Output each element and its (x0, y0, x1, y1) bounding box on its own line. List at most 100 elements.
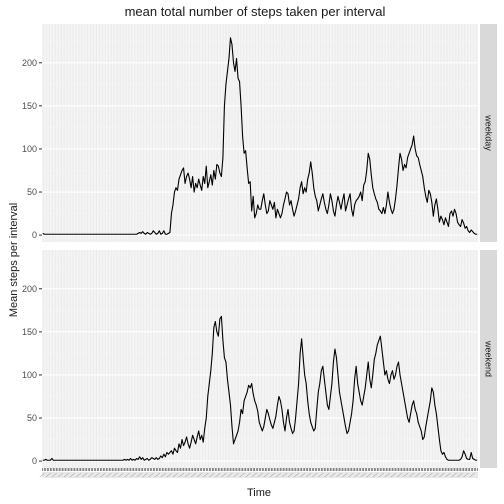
y-tick-label: 0 (32, 456, 37, 466)
panel-weekend: 0 50 100 150 200 weekend (22, 250, 497, 468)
x-tick-label (227, 472, 233, 478)
x-tick-label (469, 472, 475, 478)
x-tick-label (390, 472, 397, 478)
x-tick-label (451, 472, 457, 478)
x-tick-label (215, 472, 221, 478)
x-tick-label (293, 472, 300, 478)
y-tick-label: 150 (22, 101, 37, 111)
x-tick-label (275, 472, 282, 478)
y-gridlines (42, 40, 478, 236)
x-tick-label (415, 472, 421, 478)
y-tick-label: 50 (27, 187, 37, 197)
x-tick-label (233, 472, 239, 478)
x-gridlines (42, 250, 478, 468)
x-tick-label (378, 472, 385, 478)
x-tick-label (75, 472, 82, 478)
y-tick-label: 200 (22, 284, 37, 294)
x-tick-label (63, 472, 70, 478)
x-tick-label (197, 472, 203, 478)
x-tick-label (251, 472, 257, 478)
x-tick-label (106, 472, 112, 478)
chart-title: mean total number of steps taken per int… (125, 4, 386, 19)
facet-strip-label: weekend (484, 340, 494, 377)
x-tick-label (457, 472, 463, 478)
x-gridlines (42, 24, 478, 242)
x-tick-label (287, 472, 294, 478)
x-tick-label (209, 472, 215, 478)
panel-background (42, 250, 478, 468)
x-tick-label (408, 472, 415, 478)
x-tick-label (190, 472, 197, 478)
y-axis-title: Mean steps per interval (8, 203, 20, 317)
x-tick-label (51, 472, 58, 478)
series-line-weekday (42, 37, 478, 235)
x-tick-label (336, 472, 342, 478)
x-tick-label (88, 472, 94, 478)
x-tick-label (257, 472, 263, 478)
facet-strip-label: weekday (484, 114, 494, 151)
x-tick-label (281, 472, 288, 478)
x-tick-label (166, 472, 173, 478)
y-tick-label: 150 (22, 327, 37, 337)
x-tick-label (100, 472, 106, 478)
x-tick-label (57, 472, 64, 478)
x-tick-label (124, 472, 130, 478)
x-tick-label (69, 472, 76, 478)
x-axis-title: Time (247, 487, 271, 499)
x-tick-label (245, 472, 251, 478)
x-tick-label (433, 472, 439, 478)
x-tick-label (463, 472, 469, 478)
x-tick-label (299, 472, 306, 478)
x-tick-label (142, 472, 148, 478)
x-tick-label (178, 472, 185, 478)
x-tick-label (263, 472, 269, 478)
x-tick-label (312, 472, 318, 478)
x-tick-label (360, 472, 366, 478)
x-tick-label (130, 472, 136, 478)
x-tick-label (445, 472, 451, 478)
y-gridlines (42, 266, 478, 462)
series-line-weekend (42, 315, 478, 461)
x-tick-label (94, 472, 100, 478)
y-tick-label: 200 (22, 58, 37, 68)
x-tick-label (318, 472, 324, 478)
x-tick-label (439, 472, 445, 478)
x-tick-label (427, 472, 433, 478)
x-tick-label (45, 472, 51, 478)
x-tick-label (402, 472, 409, 478)
panel-weekday: 0 50 100 150 200 weekday (22, 24, 497, 242)
x-axis (39, 468, 478, 478)
x-tick-label (203, 472, 209, 478)
x-tick-label (184, 472, 191, 478)
x-tick-label (81, 472, 88, 478)
y-tick-label: 100 (22, 144, 37, 154)
x-tick-label (136, 472, 142, 478)
x-tick-label (421, 472, 427, 478)
x-tick-label (330, 472, 336, 478)
x-tick-label (306, 472, 312, 478)
x-tick-label (148, 472, 154, 478)
x-tick-label (172, 472, 179, 478)
x-tick-label (384, 472, 391, 478)
x-tick-label (269, 472, 276, 478)
x-tick-label (118, 472, 124, 478)
x-tick-label (348, 472, 354, 478)
x-tick-label (160, 472, 167, 478)
facet-panels: 0 50 100 150 200 weekday 0 50 100 150 200 weekend (22, 24, 497, 468)
panel-background (42, 24, 478, 242)
x-tick-label (366, 472, 372, 478)
x-tick-label (372, 472, 378, 478)
facet-strip (480, 24, 497, 242)
facet-strip (480, 250, 497, 468)
x-tick-label (39, 472, 45, 478)
y-tick-label: 100 (22, 370, 37, 380)
y-tick-label: 0 (32, 230, 37, 240)
x-tick-label (396, 472, 403, 478)
x-tick-label (239, 472, 245, 478)
x-tick-label (354, 472, 360, 478)
y-tick-label: 50 (27, 413, 37, 423)
x-tick-label (221, 472, 227, 478)
x-tick-label (324, 472, 330, 478)
x-tick-label (342, 472, 348, 478)
